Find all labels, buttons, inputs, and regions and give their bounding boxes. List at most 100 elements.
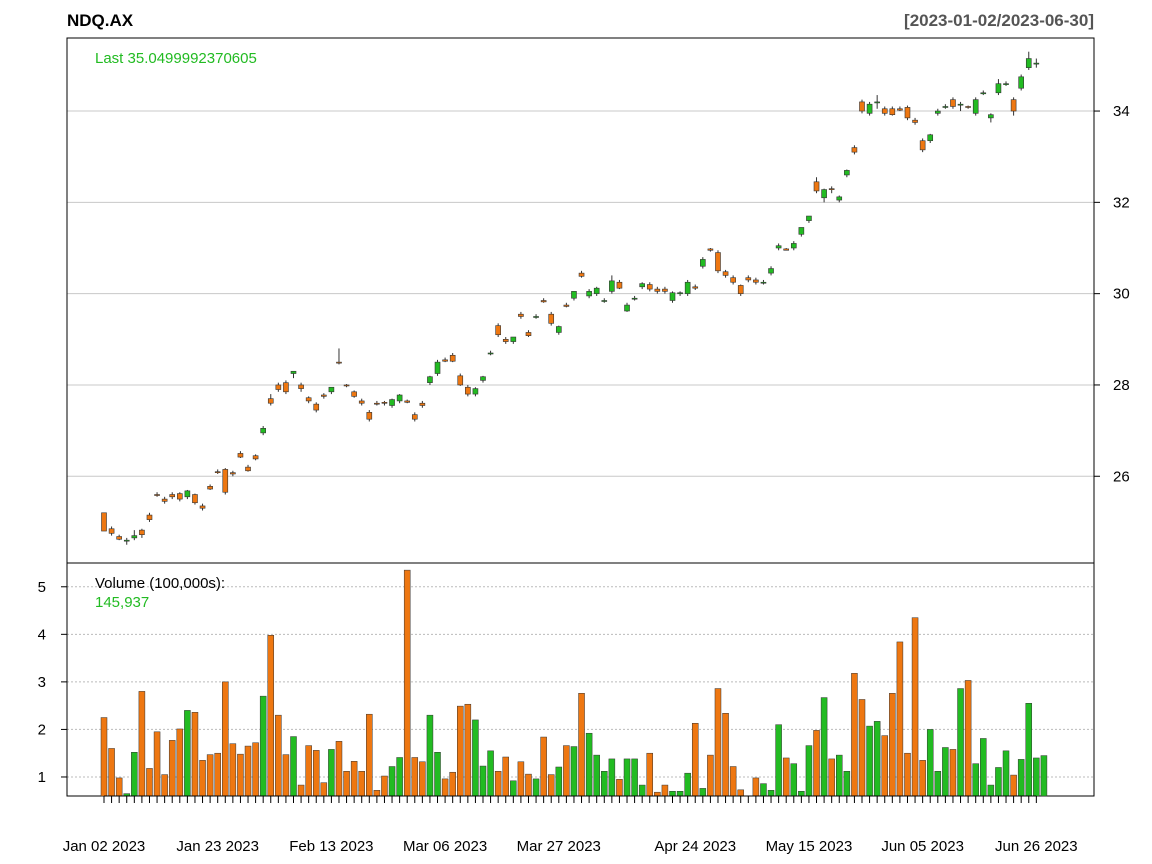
volume-bar <box>267 635 275 797</box>
x-axis: Jan 02 2023 Jan 23 2023 Feb 13 2023 Mar 06 … <box>63 795 1078 855</box>
candle <box>230 470 236 477</box>
x-tick-label: Jan 23 2023 <box>176 838 259 855</box>
candle <box>927 133 934 143</box>
candle <box>1003 81 1009 86</box>
candle <box>851 145 858 155</box>
volume-bar <box>168 740 176 797</box>
candle <box>859 99 865 114</box>
candle <box>957 101 964 112</box>
candle <box>783 248 790 251</box>
volume-bar <box>828 758 835 797</box>
candle-body <box>230 472 236 475</box>
volume-bar <box>752 777 760 797</box>
candle-body <box>1010 99 1017 112</box>
candle-body <box>616 281 623 289</box>
candle-body <box>745 277 752 281</box>
candle <box>427 375 433 385</box>
candle-body <box>897 108 903 111</box>
volume-bar <box>457 705 464 797</box>
volume-bar <box>904 752 911 797</box>
volume-bar <box>980 738 987 797</box>
candle-body <box>154 494 160 496</box>
candle <box>139 528 145 538</box>
candle <box>283 380 289 395</box>
candle-body <box>222 469 229 493</box>
volume-bar <box>889 693 896 797</box>
candle-body <box>139 529 145 535</box>
candle <box>1010 97 1017 116</box>
volume-bar <box>638 784 646 797</box>
price-tick-label: 26 <box>1113 468 1130 485</box>
volume-bar <box>616 779 623 797</box>
candle-body <box>457 375 464 386</box>
candle <box>404 399 411 404</box>
volume-bar <box>593 754 600 797</box>
candle <box>821 188 827 203</box>
candle <box>169 492 176 500</box>
candle-body <box>1025 58 1032 68</box>
candle-body <box>988 114 994 119</box>
candle-body <box>343 384 350 387</box>
candle-body <box>768 268 774 274</box>
candle <box>715 250 721 274</box>
volume-bar <box>843 771 851 797</box>
volume-bar <box>419 761 426 797</box>
volume-bar <box>601 771 608 797</box>
candle <box>214 469 221 474</box>
candle <box>980 90 987 96</box>
volume-bar <box>373 790 381 797</box>
candle <box>374 400 380 406</box>
volume-bar <box>146 768 153 797</box>
volume-bar <box>623 758 631 797</box>
volume-bar <box>290 736 297 797</box>
candle <box>555 325 562 335</box>
candle-body <box>965 106 971 108</box>
volume-bar <box>798 790 805 797</box>
volume-bar <box>1025 703 1033 797</box>
candle-body <box>404 400 411 403</box>
candle-body <box>942 106 949 108</box>
candle <box>790 241 797 251</box>
volume-bar <box>972 763 979 797</box>
candle-body <box>389 399 395 406</box>
candle-body <box>578 272 585 277</box>
candle <box>252 454 259 461</box>
volume-bar <box>191 712 199 797</box>
volume-bar <box>222 681 229 797</box>
candle <box>123 537 130 545</box>
volume-bar <box>782 757 790 797</box>
candle <box>745 275 752 283</box>
last-price-label: Last 35.0499992370605 <box>95 50 257 67</box>
candle-body <box>358 400 365 404</box>
candle <box>313 402 320 413</box>
x-tick-label: Jun 05 2023 <box>881 838 964 855</box>
candle <box>358 398 365 406</box>
candle-body <box>260 428 266 434</box>
volume-bar <box>699 788 707 797</box>
candle-body <box>934 110 941 114</box>
candle <box>495 323 501 338</box>
candle <box>677 291 683 296</box>
volume-tick-label: 4 <box>38 626 46 643</box>
volume-bar <box>1033 757 1040 797</box>
candle-body <box>737 285 744 294</box>
volume-bar <box>115 777 123 797</box>
candle-body <box>836 196 843 201</box>
volume-bar <box>138 691 146 797</box>
candle <box>813 177 820 194</box>
volume-bar <box>176 728 184 797</box>
candle <box>434 359 441 376</box>
candle <box>192 493 198 505</box>
candle-body <box>646 284 653 290</box>
candle <box>298 382 304 392</box>
volume-tick-label: 2 <box>38 721 46 738</box>
candle-body <box>472 388 479 395</box>
candle <box>722 269 729 278</box>
candle <box>510 336 517 344</box>
volume-bar <box>934 771 942 797</box>
candle <box>222 468 229 495</box>
candle-body <box>783 248 790 251</box>
candle-body <box>1033 62 1040 65</box>
candle-body <box>177 493 183 500</box>
price-tick-label: 28 <box>1113 377 1130 394</box>
